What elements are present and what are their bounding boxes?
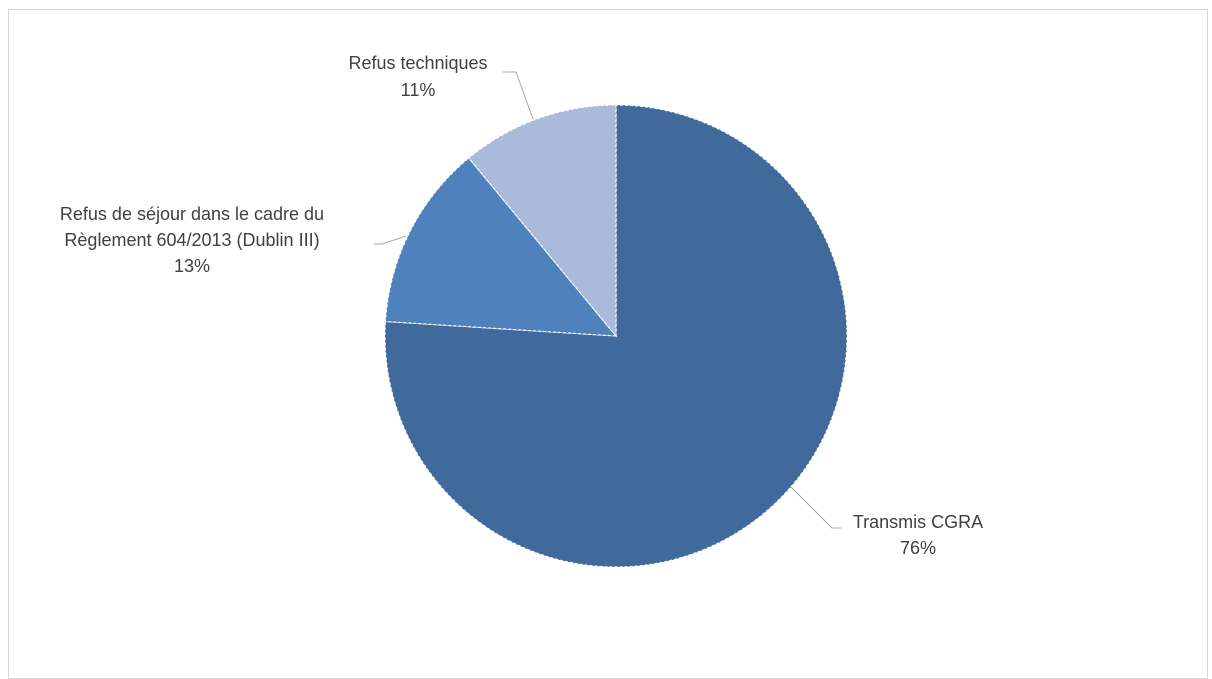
slice-labels: Transmis CGRA 76% Refus de séjour dans le … xyxy=(60,53,983,558)
leader-lines xyxy=(374,71,842,529)
leader-line-3 xyxy=(502,71,534,120)
slice-label-2-line-1: Refus de séjour dans le cadre du xyxy=(60,204,324,224)
pie-slice-3 xyxy=(467,104,617,338)
slice-label-2-line-2: Règlement 604/2013 (Dublin III) xyxy=(64,230,319,250)
pie-slices xyxy=(384,104,848,568)
slice-value-label-3: 11% xyxy=(401,80,436,100)
slice-label-3-line-1: Refus techniques xyxy=(348,53,487,73)
pie-slice-2 xyxy=(384,157,618,337)
leader-line-2 xyxy=(374,235,407,245)
leader-line-1 xyxy=(789,485,842,529)
slice-label-1-line-1: Transmis CGRA xyxy=(853,512,983,532)
slice-value-label-2: 13% xyxy=(174,256,210,276)
slice-value-label-1: 76% xyxy=(900,538,936,558)
